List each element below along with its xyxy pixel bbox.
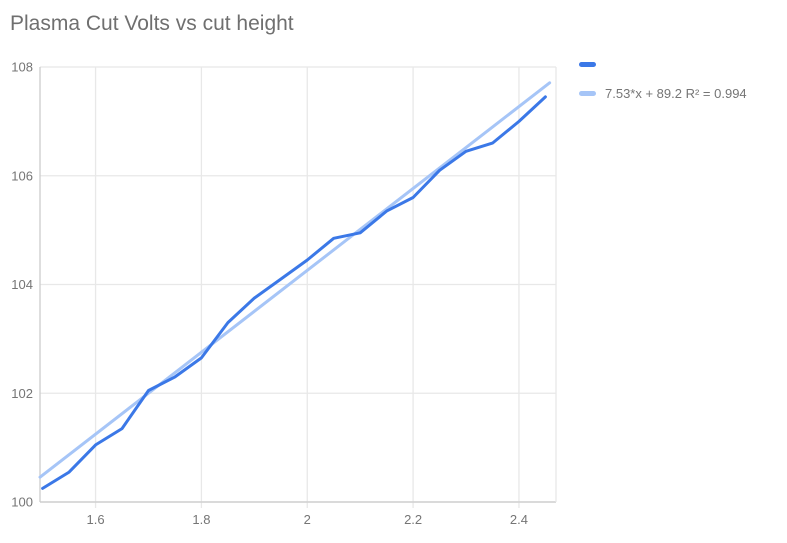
legend: 7.53*x + 89.2 R² = 0.994 — [579, 56, 747, 101]
x-tick-label: 2 — [304, 512, 311, 527]
y-tick-label: 106 — [11, 168, 33, 183]
legend-item-trendline: 7.53*x + 89.2 R² = 0.994 — [579, 85, 747, 101]
legend-item-series — [579, 56, 747, 72]
x-tick-label: 2.4 — [510, 512, 528, 527]
y-tick-label: 108 — [11, 60, 33, 75]
y-tick-label: 104 — [11, 277, 33, 292]
x-tick-label: 2.2 — [404, 512, 422, 527]
chart-title: Plasma Cut Volts vs cut height — [10, 12, 294, 35]
trendline-swatch-icon — [579, 90, 596, 96]
x-tick-label: 1.8 — [192, 512, 210, 527]
series-swatch-icon — [579, 61, 596, 67]
data-series-line — [41, 95, 547, 490]
y-tick-label: 102 — [11, 386, 33, 401]
trendline — [38, 81, 552, 479]
y-tick-label: 100 — [11, 495, 33, 510]
x-tick-label: 1.6 — [87, 512, 105, 527]
trendline-legend-label: 7.53*x + 89.2 R² = 0.994 — [605, 85, 747, 101]
